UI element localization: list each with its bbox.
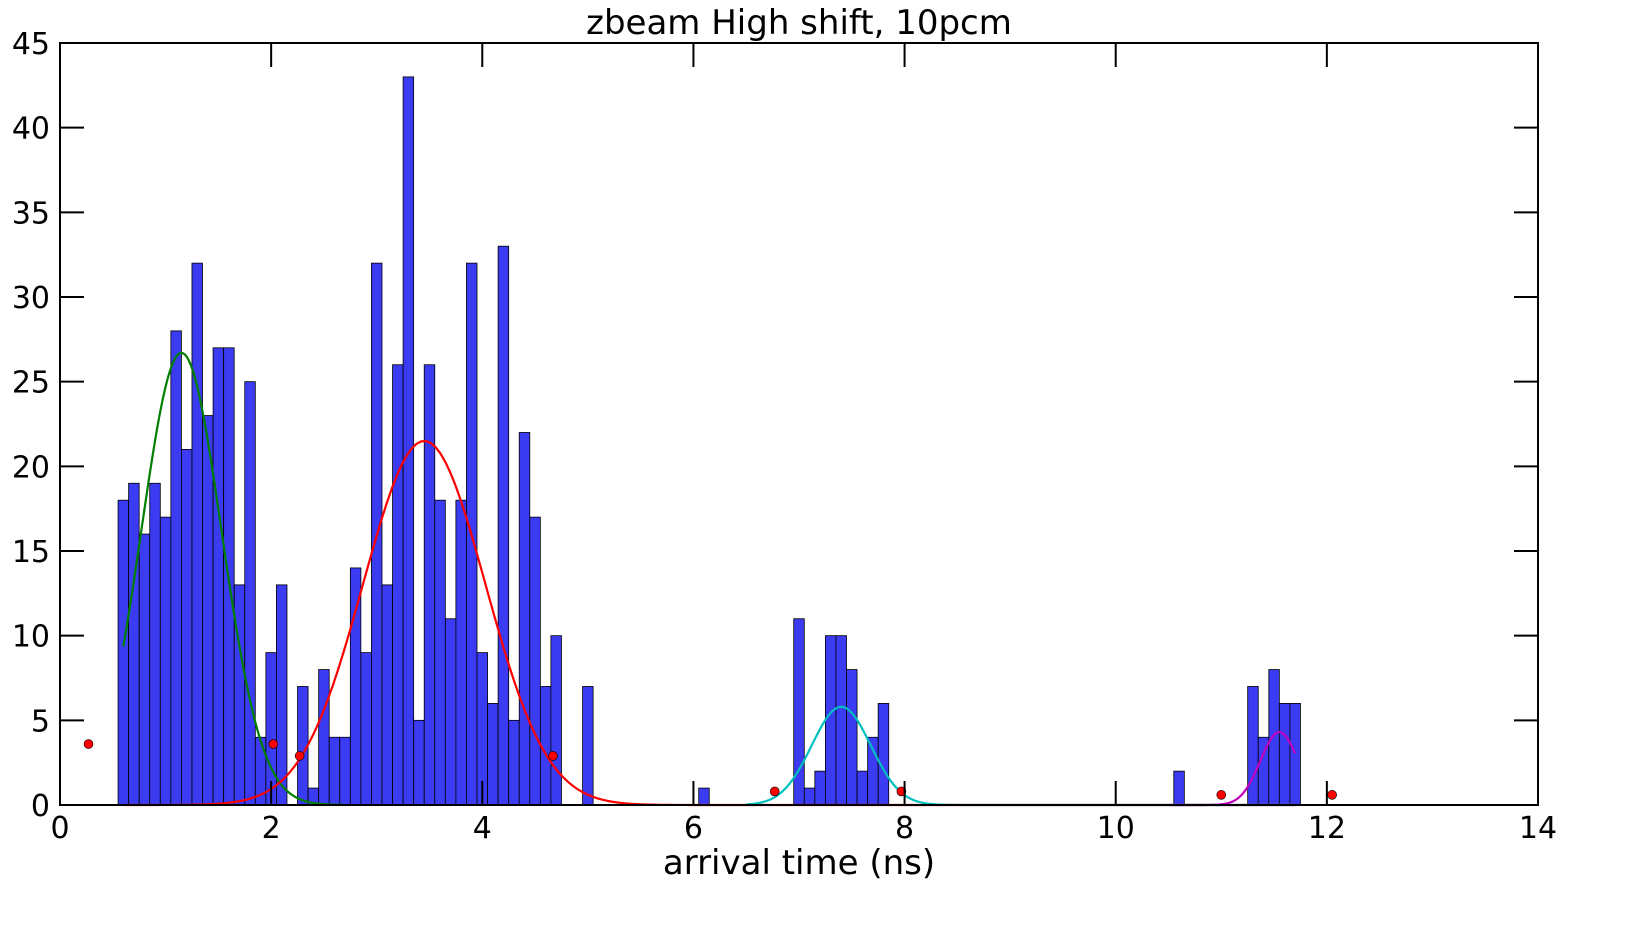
x-tick-label: 4 [473, 811, 492, 846]
histogram-bar [824, 635, 837, 806]
histogram-bar [1247, 686, 1259, 806]
histogram-bar [582, 686, 594, 806]
histogram-bar [518, 432, 531, 806]
histogram-bar [159, 516, 172, 806]
histogram-bar [846, 669, 858, 806]
x-tick-label: 8 [895, 811, 914, 846]
histogram-bar [181, 448, 193, 806]
histogram-bar [149, 482, 161, 806]
histogram-bar [360, 652, 372, 806]
histogram-bar [170, 330, 182, 806]
axis-ticks [59, 42, 1539, 806]
histogram-bar [128, 482, 140, 806]
plot-frame [59, 42, 1539, 806]
histogram-bar [381, 584, 393, 806]
histogram-bar [497, 245, 510, 806]
histogram-bar [212, 347, 225, 806]
histogram-bar [550, 635, 562, 806]
x-tick-label: 0 [50, 811, 69, 846]
histogram-bar [1173, 770, 1185, 806]
histogram-bar [814, 770, 826, 806]
histogram-bar [328, 736, 341, 806]
histogram-bar [698, 787, 710, 806]
histogram-bar [349, 567, 362, 806]
histogram-bar [244, 381, 256, 806]
histogram-bar [444, 618, 457, 806]
y-tick-label: 0 [31, 789, 50, 824]
histogram-bar [1268, 669, 1280, 806]
histogram-bar [138, 533, 151, 806]
histogram-bar [434, 499, 446, 806]
marker-points [83, 739, 1337, 800]
histogram-bar [402, 76, 415, 806]
histogram-bar [339, 736, 351, 806]
histogram-bar [1278, 703, 1291, 806]
x-tick-label: 14 [1519, 811, 1557, 846]
y-tick-label: 10 [12, 620, 50, 655]
histogram-bar [877, 703, 890, 806]
x-axis-label: arrival time (ns) [663, 843, 935, 883]
y-tick-label: 15 [12, 535, 50, 570]
histogram-bar [413, 719, 425, 806]
x-tick-label: 12 [1308, 811, 1346, 846]
histogram-bar [835, 635, 847, 806]
histogram-bar [455, 499, 467, 806]
marker-point [1216, 790, 1227, 800]
marker-point [1327, 790, 1337, 800]
histogram-bars [117, 76, 1301, 806]
histogram-bar [117, 499, 130, 806]
x-tick-label: 10 [1097, 811, 1135, 846]
fit-curve-1 [122, 351, 346, 806]
histogram-bar [276, 584, 288, 806]
histogram-bar [202, 415, 214, 806]
x-tick-label: 2 [262, 811, 281, 846]
y-tick-label: 20 [12, 450, 50, 485]
marker-point [769, 786, 780, 797]
histogram-bar [191, 262, 203, 806]
marker-point [268, 739, 279, 749]
histogram-bar [1289, 703, 1301, 806]
y-tick-label: 40 [12, 112, 50, 147]
histogram-bar [392, 364, 404, 806]
histogram-bar [423, 364, 436, 806]
histogram-bar [508, 719, 520, 806]
x-tick-labels: 0 2 4 6 8 10 12 14 [50, 811, 1557, 846]
histogram-bar [487, 703, 499, 806]
y-tick-labels: 0 5 10 15 20 25 30 35 40 45 [12, 27, 50, 824]
histogram-bar [318, 669, 330, 806]
histogram-bar [856, 770, 869, 806]
histogram-bar [529, 516, 541, 806]
histogram-bar [803, 787, 816, 806]
marker-point [548, 751, 558, 761]
y-tick-label: 35 [12, 196, 50, 231]
y-tick-label: 30 [12, 281, 50, 316]
y-tick-label: 25 [12, 366, 50, 401]
chart-title: zbeam High shift, 10pcm [586, 3, 1012, 43]
x-tick-label: 6 [684, 811, 703, 846]
y-tick-label: 5 [31, 704, 50, 739]
marker-point [83, 739, 94, 749]
y-tick-label: 45 [12, 27, 50, 62]
marker-point [294, 751, 305, 761]
